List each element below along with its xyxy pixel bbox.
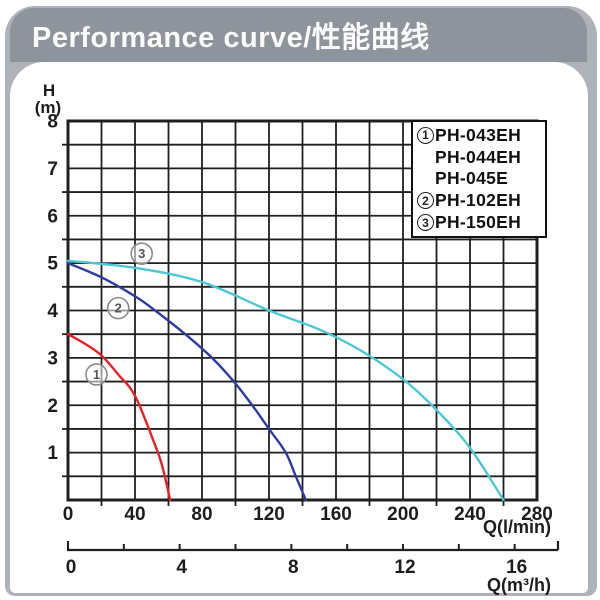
annotation-circle-3 — [130, 242, 153, 265]
legend-item: 2 PH-102EH — [417, 190, 545, 211]
y-tick-label: 5 — [47, 254, 58, 275]
page-title: Performance curve/性能曲线 — [32, 22, 430, 54]
y-tick-label: 6 — [47, 206, 58, 227]
legend-item: PH-044EH — [417, 147, 545, 168]
annotation-circle-2 — [106, 296, 130, 320]
legend-model-label: PH-043EH — [435, 124, 522, 145]
y-tick-label: 4 — [47, 301, 58, 322]
grid-lines — [66, 119, 539, 502]
secondary-x-tick-label: 4 — [176, 557, 187, 578]
curve-annotations: 1 2 3 — [85, 242, 153, 386]
x-tick-label: 80 — [191, 504, 212, 525]
axis-ticks — [62, 143, 560, 552]
y-tick-label: 8 — [47, 112, 58, 133]
y-tick-label: 7 — [47, 159, 58, 180]
legend-item: PH-045E — [417, 168, 545, 189]
legend-model-label: PH-102EH — [435, 190, 522, 211]
secondary-x-tick-label: 16 — [506, 557, 527, 578]
legend-model-label: PH-150EH — [435, 212, 522, 233]
secondary-x-tick-label: 0 — [66, 557, 77, 578]
curve-2 — [66, 261, 308, 502]
legend-circled-number: 2 — [417, 192, 434, 210]
x-tick-label: 200 — [387, 504, 419, 525]
secondary-x-tick-label: 8 — [288, 557, 299, 578]
legend-circled-number: 1 — [417, 126, 434, 144]
annotation-number-3: 3 — [138, 246, 145, 261]
x-axis-title: Q(l/min) — [483, 517, 551, 537]
legend-model-label: PH-044EH — [435, 146, 522, 167]
curves — [66, 259, 505, 502]
curve-3 — [66, 259, 505, 502]
x-tick-label: 120 — [253, 504, 285, 525]
legend-circled-number: 3 — [417, 214, 434, 232]
x-tick-label: 160 — [320, 504, 352, 525]
x-tick-label: 240 — [454, 504, 486, 525]
title-bar: Performance curve/性能曲线 — [10, 8, 587, 62]
legend-model-label: PH-045E — [435, 168, 509, 189]
annotation-number-1: 1 — [93, 367, 100, 382]
secondary-x-axis-title: Q(m³/h) — [487, 575, 551, 595]
y-axis-unit: (m) — [35, 98, 61, 117]
legend-number-spacer — [417, 170, 434, 187]
legend-item: 3 PH-150EH — [417, 212, 545, 233]
y-tick-label: 2 — [47, 396, 58, 417]
legend: 1 PH-043EH PH-044EH PH-045E 2 PH-102EH 3 PH-150… — [411, 120, 547, 238]
y-tick-label: 1 — [47, 443, 58, 464]
x-tick-label: 0 — [63, 504, 74, 525]
curve-1 — [66, 332, 172, 502]
legend-number-spacer — [417, 149, 434, 166]
y-tick-label: 3 — [47, 348, 58, 369]
annotation-circle-1 — [85, 363, 108, 386]
x-tick-label: 40 — [124, 504, 145, 525]
legend-item: 1 PH-043EH — [417, 125, 545, 146]
x-tick-label: 280 — [521, 504, 553, 525]
secondary-x-tick-label: 12 — [394, 557, 415, 578]
annotation-number-2: 2 — [115, 301, 122, 316]
y-axis-title: H — [43, 81, 55, 100]
